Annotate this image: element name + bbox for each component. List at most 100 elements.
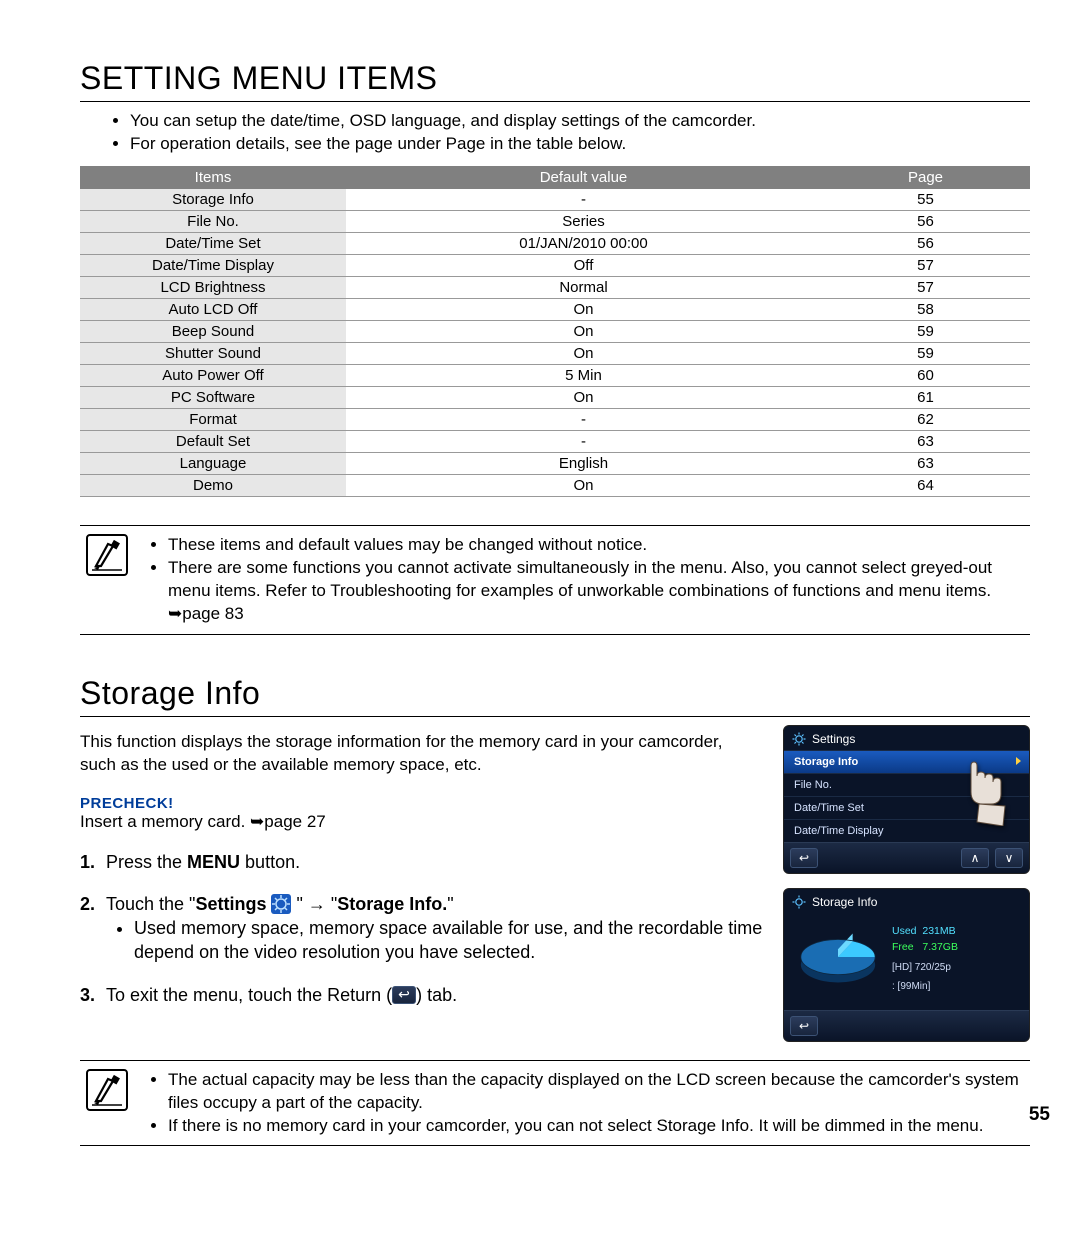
table-cell: 59 [821, 342, 1030, 364]
table-cell: Auto LCD Off [80, 298, 346, 320]
table-row: Auto LCD OffOn58 [80, 298, 1030, 320]
table-cell: - [346, 430, 821, 452]
table-cell: 63 [821, 430, 1030, 452]
table-cell: 63 [821, 452, 1030, 474]
table-row: Default Set-63 [80, 430, 1030, 452]
table-cell: 01/JAN/2010 00:00 [346, 232, 821, 254]
note-block-1: These items and default values may be ch… [80, 525, 1030, 635]
table-cell: Demo [80, 474, 346, 496]
return-button-icon: ↩ [790, 848, 818, 868]
table-cell: 5 Min [346, 364, 821, 386]
free-value: 7.37GB [922, 941, 958, 953]
precheck-label: PRECHECK! [80, 795, 763, 812]
step-2: Touch the "Settings " → "Storage Info." … [80, 892, 763, 965]
table-cell: LCD Brightness [80, 276, 346, 298]
precheck-text: Insert a memory card. ➥page 27 [80, 812, 763, 832]
intro-bullet: For operation details, see the page unde… [130, 133, 1030, 156]
table-row: PC SoftwareOn61 [80, 386, 1030, 408]
table-cell: 57 [821, 254, 1030, 276]
table-cell: Series [346, 210, 821, 232]
heading-setting-menu: SETTING MENU ITEMS [80, 60, 1030, 102]
table-cell: 55 [821, 189, 1030, 211]
table-cell: - [346, 408, 821, 430]
intro-bullet: You can setup the date/time, OSD languag… [130, 110, 1030, 133]
note-icon [86, 534, 128, 576]
table-cell: On [346, 474, 821, 496]
table-row: Storage Info-55 [80, 189, 1030, 211]
table-cell: Date/Time Display [80, 254, 346, 276]
table-cell: 59 [821, 320, 1030, 342]
table-cell: - [346, 189, 821, 211]
table-cell: 62 [821, 408, 1030, 430]
table-cell: Beep Sound [80, 320, 346, 342]
table-row: Date/Time DisplayOff57 [80, 254, 1030, 276]
table-cell: 61 [821, 386, 1030, 408]
table-cell: Auto Power Off [80, 364, 346, 386]
hand-pointer-icon [951, 756, 1011, 826]
table-row: Shutter SoundOn59 [80, 342, 1030, 364]
used-label: Used [892, 925, 917, 937]
table-cell: Format [80, 408, 346, 430]
table-cell: Language [80, 452, 346, 474]
down-button-icon: ∨ [995, 848, 1023, 868]
gear-icon [792, 732, 806, 746]
table-row: DemoOn64 [80, 474, 1030, 496]
screen1-title: Settings [812, 732, 855, 746]
disk-chart-icon [794, 923, 882, 996]
intro-list: You can setup the date/time, OSD languag… [130, 110, 1030, 156]
table-cell: 56 [821, 232, 1030, 254]
table-cell: 60 [821, 364, 1030, 386]
table-cell: English [346, 452, 821, 474]
storage-intro: This function displays the storage infor… [80, 731, 763, 777]
table-row: LanguageEnglish63 [80, 452, 1030, 474]
table-row: File No.Series56 [80, 210, 1030, 232]
screen2-title: Storage Info [812, 895, 877, 909]
note1-bullet: These items and default values may be ch… [168, 534, 1024, 557]
table-header-row: Items Default value Page [80, 166, 1030, 189]
heading-storage-info: Storage Info [80, 675, 1030, 717]
settings-table: Items Default value Page Storage Info-55… [80, 166, 1030, 497]
step2-bullet: Used memory space, memory space availabl… [134, 916, 763, 965]
table-cell: 64 [821, 474, 1030, 496]
table-cell: Normal [346, 276, 821, 298]
gear-icon [792, 895, 806, 909]
table-cell: Shutter Sound [80, 342, 346, 364]
note2-bullet: If there is no memory card in your camco… [168, 1115, 1024, 1138]
step-3: To exit the menu, touch the Return () ta… [80, 983, 763, 1007]
table-cell: 57 [821, 276, 1030, 298]
lcd-screen-settings: Settings Storage Info File No. Date/Time… [783, 725, 1030, 874]
table-row: Beep SoundOn59 [80, 320, 1030, 342]
th-page: Page [821, 166, 1030, 189]
resolution-line1: [HD] 720/25p [892, 960, 958, 975]
table-cell: Date/Time Set [80, 232, 346, 254]
table-cell: On [346, 298, 821, 320]
table-cell: Storage Info [80, 189, 346, 211]
table-cell: On [346, 386, 821, 408]
table-row: Auto Power Off5 Min60 [80, 364, 1030, 386]
note1-bullet: There are some functions you cannot acti… [168, 557, 1024, 626]
note-block-2: The actual capacity may be less than the… [80, 1060, 1030, 1147]
gear-icon [271, 894, 291, 914]
return-icon [392, 986, 416, 1004]
resolution-line2: : [99Min] [892, 979, 958, 994]
table-cell: Off [346, 254, 821, 276]
table-row: Date/Time Set01/JAN/2010 00:0056 [80, 232, 1030, 254]
table-cell: On [346, 342, 821, 364]
up-button-icon: ∧ [961, 848, 989, 868]
table-row: LCD BrightnessNormal57 [80, 276, 1030, 298]
return-button-icon: ↩ [790, 1016, 818, 1036]
page-number: 55 [1029, 1104, 1050, 1126]
table-cell: File No. [80, 210, 346, 232]
table-cell: 56 [821, 210, 1030, 232]
table-cell: On [346, 320, 821, 342]
table-cell: Default Set [80, 430, 346, 452]
table-cell: 58 [821, 298, 1030, 320]
th-default: Default value [346, 166, 821, 189]
note-icon [86, 1069, 128, 1111]
steps-list: Press the MENU button. Touch the "Settin… [80, 850, 763, 1007]
free-label: Free [892, 941, 914, 953]
note2-bullet: The actual capacity may be less than the… [168, 1069, 1024, 1115]
used-value: 231MB [922, 925, 955, 937]
table-cell: PC Software [80, 386, 346, 408]
table-row: Format-62 [80, 408, 1030, 430]
